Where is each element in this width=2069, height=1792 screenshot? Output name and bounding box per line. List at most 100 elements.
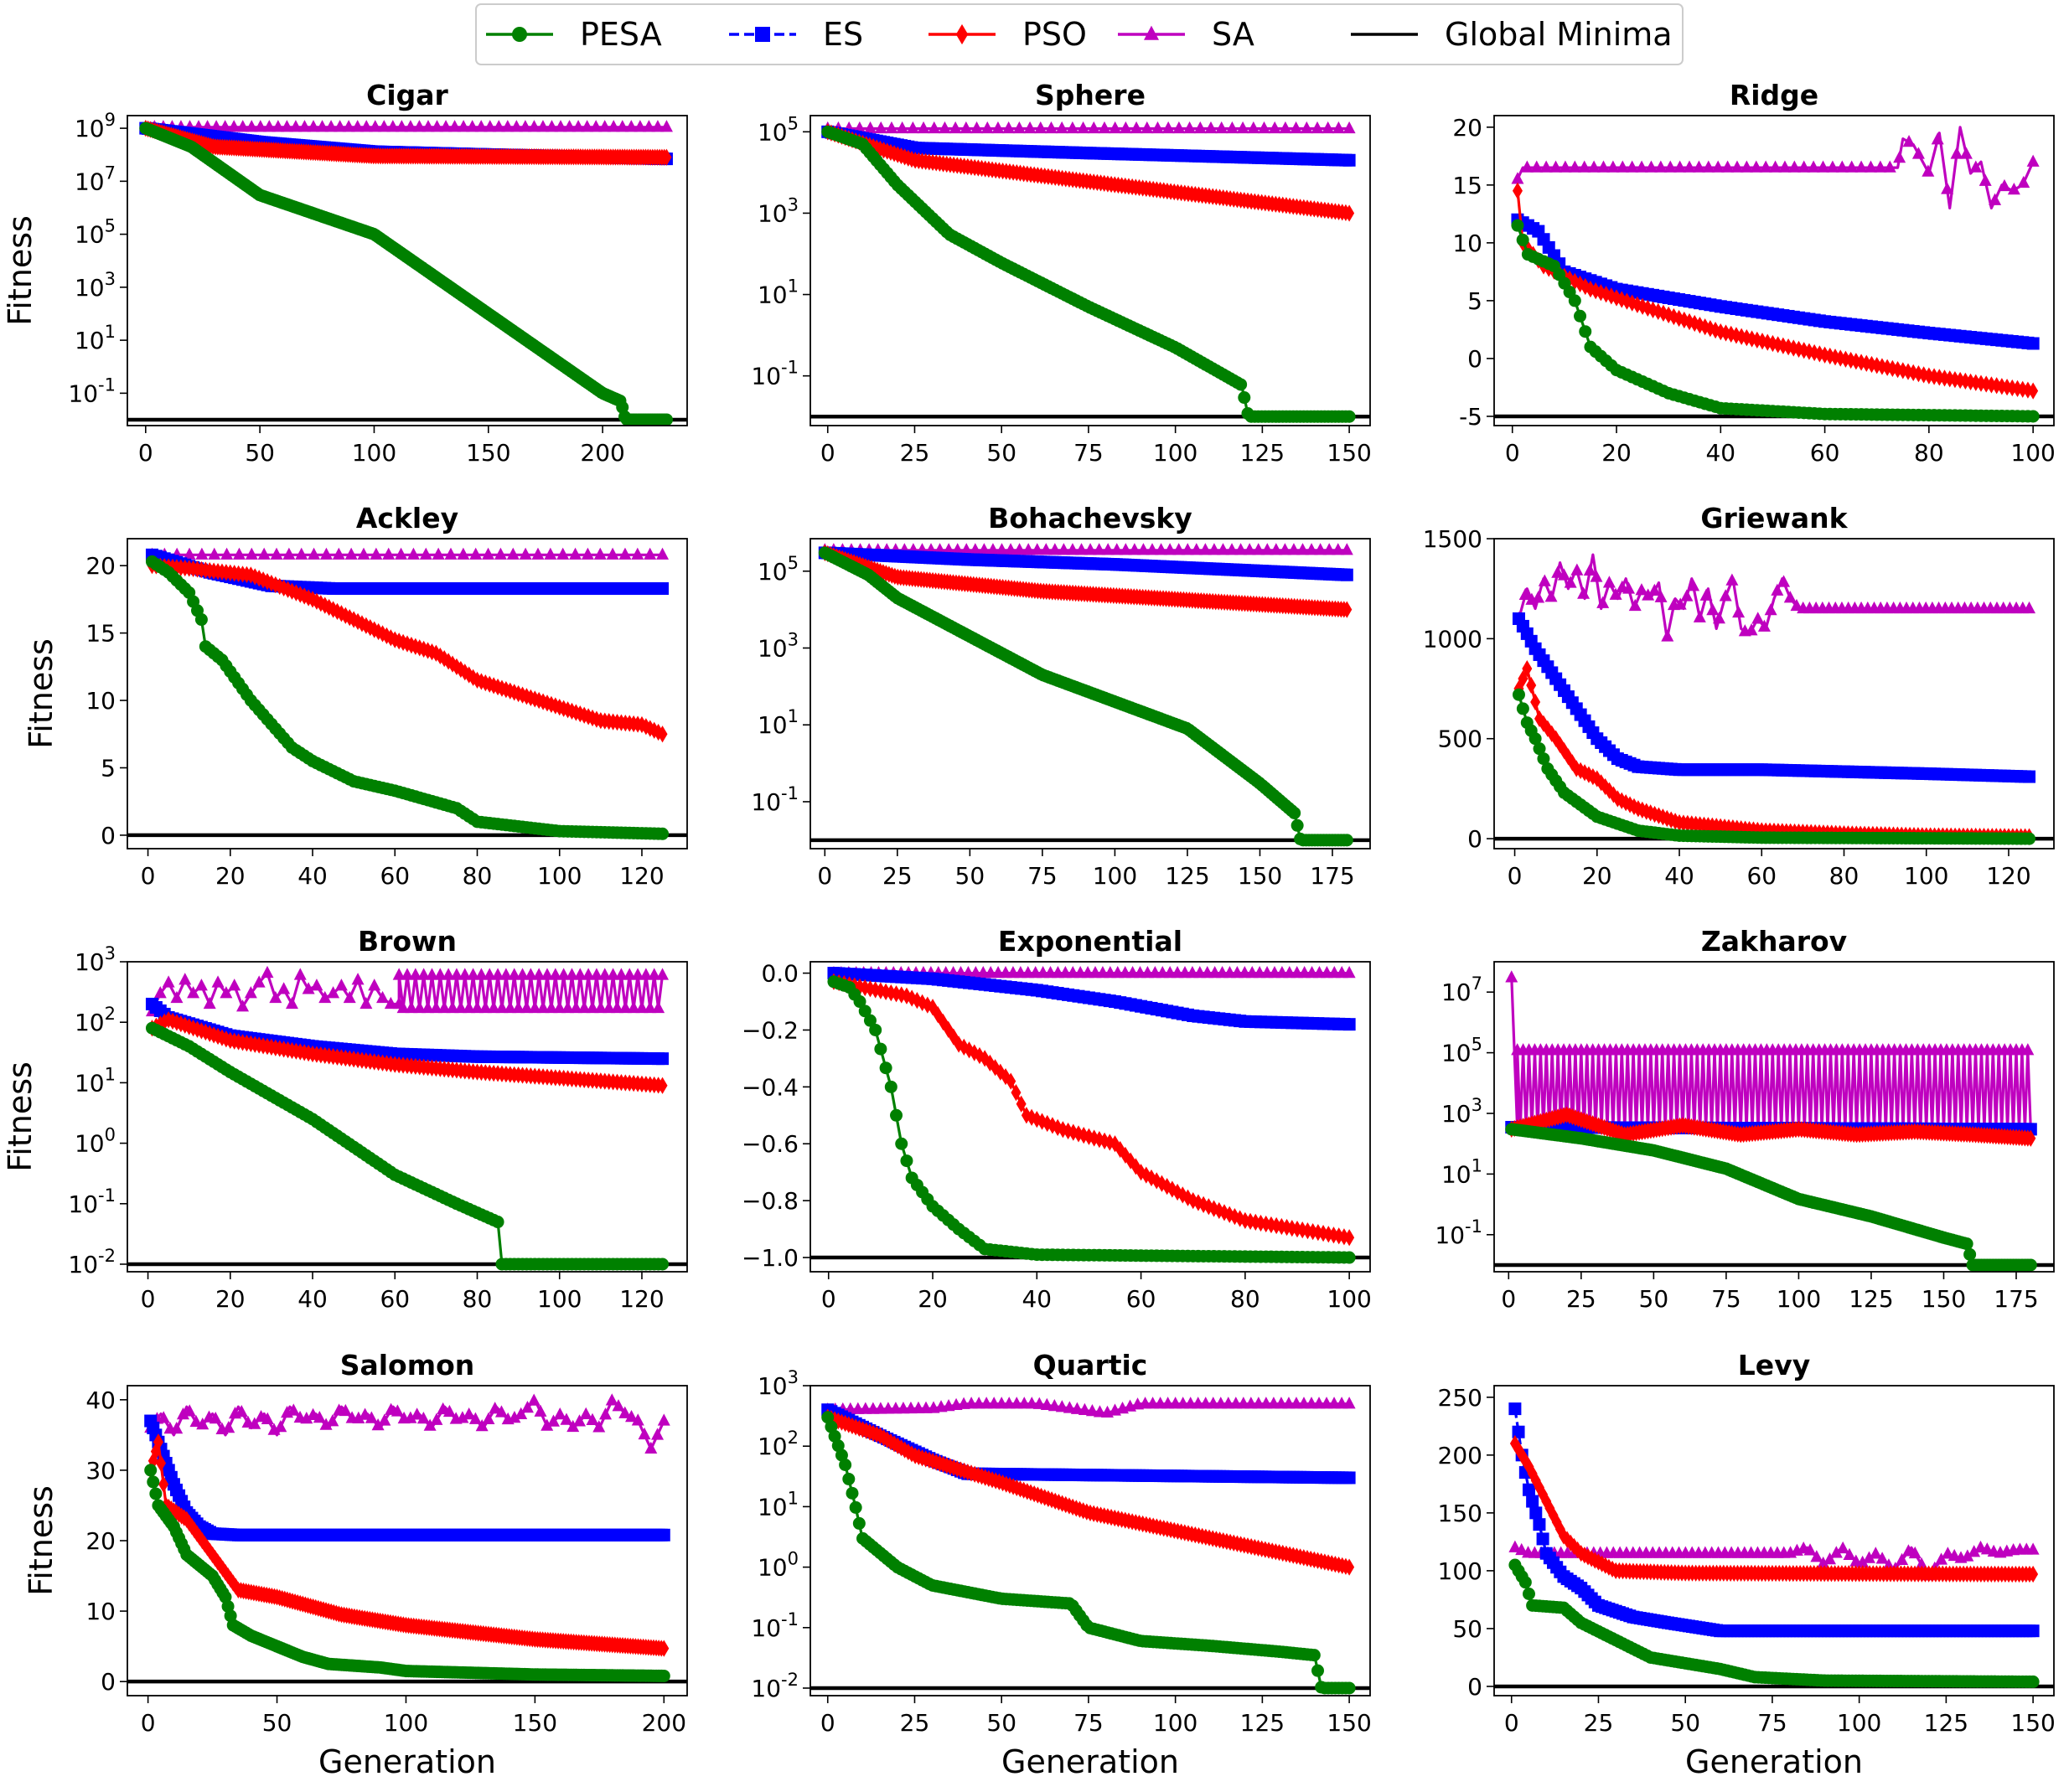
- marker-sa: [1034, 121, 1047, 134]
- series-pesa: [821, 125, 1356, 423]
- marker-sa: [457, 120, 470, 132]
- marker-sa: [285, 996, 298, 1010]
- marker-sa: [178, 973, 192, 985]
- series-pso: [147, 1011, 668, 1094]
- marker-sa: [433, 968, 447, 980]
- x-tick-label: 175: [1994, 1285, 2038, 1313]
- marker-sa: [951, 543, 965, 555]
- marker-pesa: [900, 1154, 913, 1168]
- marker-sa: [327, 986, 340, 999]
- marker-sa: [395, 547, 408, 560]
- y-tick-label: −0.2: [742, 1016, 799, 1044]
- marker-sa: [1193, 121, 1207, 134]
- marker-pso: [657, 1077, 668, 1094]
- marker-pesa: [616, 400, 629, 414]
- x-tick-label: 150: [1238, 862, 1282, 890]
- y-tick-label: 0: [1467, 825, 1482, 853]
- y-tick-label: 101: [75, 1064, 116, 1097]
- y-tick-label: 101: [758, 276, 799, 309]
- marker-sa: [1215, 121, 1228, 134]
- y-tick-label: 105: [758, 113, 799, 146]
- marker-sa: [170, 990, 184, 1004]
- marker-sa: [386, 120, 400, 132]
- marker-sa: [616, 120, 629, 132]
- marker-pesa: [853, 995, 866, 1009]
- x-tick-label: 80: [463, 862, 493, 890]
- marker-sa: [1093, 543, 1106, 555]
- series-pso: [828, 973, 1355, 1247]
- marker-pesa: [895, 1137, 908, 1150]
- series-pso: [1512, 182, 2039, 400]
- y-tick-label: 10-1: [68, 1185, 116, 1218]
- marker-sa: [491, 968, 504, 980]
- panel-title: Bohachevsky: [988, 502, 1192, 535]
- marker-sa: [1654, 160, 1668, 173]
- marker-sa: [611, 1000, 623, 1014]
- panel-title: Cigar: [366, 79, 448, 111]
- y-axis-label: Fitness: [2, 215, 39, 326]
- marker-sa: [236, 120, 250, 132]
- marker-sa: [1236, 121, 1249, 134]
- marker-sa: [254, 120, 267, 132]
- marker-sa: [1172, 121, 1186, 134]
- marker-sa: [1279, 121, 1292, 134]
- y-tick-label: 102: [75, 1004, 116, 1036]
- marker-pesa: [884, 1080, 897, 1093]
- marker-sa: [639, 968, 653, 980]
- marker-sa: [211, 975, 225, 988]
- marker-sa: [1055, 121, 1068, 134]
- plot-frame: [127, 961, 688, 1273]
- marker-sa: [1628, 598, 1642, 612]
- marker-sa: [1725, 573, 1739, 586]
- marker-sa: [446, 1000, 459, 1014]
- marker-pesa: [2024, 1258, 2037, 1272]
- marker-sa: [432, 547, 445, 560]
- marker-sa: [219, 120, 232, 132]
- series-group: [1505, 970, 2037, 1272]
- marker-sa: [1511, 172, 1524, 184]
- x-tick-label: 40: [297, 862, 328, 890]
- marker-es: [2026, 337, 2040, 350]
- panel-title: Brown: [358, 925, 457, 958]
- series-pesa: [145, 1021, 670, 1271]
- marker-sa: [252, 975, 266, 988]
- marker-sa: [1146, 543, 1159, 555]
- marker-es: [656, 582, 670, 596]
- marker-sa: [1225, 543, 1239, 555]
- marker-pesa: [2023, 832, 2036, 845]
- legend-item-sa: SA: [1118, 16, 1254, 53]
- marker-sa: [1602, 576, 1616, 588]
- plot-frame: [127, 538, 688, 850]
- marker-sa: [519, 120, 532, 132]
- marker-sa: [454, 1000, 468, 1014]
- marker-sa: [1022, 543, 1035, 555]
- marker-sa: [569, 547, 582, 560]
- marker-sa: [553, 1000, 566, 1014]
- series-line-sa: [1510, 977, 2032, 1131]
- series-es: [1511, 213, 2040, 350]
- x-tick-label: 0: [1505, 439, 1520, 467]
- marker-sa: [896, 121, 909, 134]
- marker-pesa: [2026, 410, 2040, 423]
- marker-sa: [624, 120, 638, 132]
- y-axis-label: Fitness: [2, 1061, 39, 1172]
- x-tick-label: 125: [1240, 439, 1285, 467]
- series-group: [1511, 126, 2040, 423]
- marker-sa: [467, 968, 480, 980]
- marker-sa: [482, 547, 495, 560]
- marker-sa: [614, 968, 628, 980]
- marker-sa: [1151, 121, 1164, 134]
- marker-sa: [466, 120, 479, 132]
- marker-sa: [520, 1000, 533, 1014]
- marker-sa: [1557, 568, 1570, 581]
- marker-sa: [1012, 121, 1026, 134]
- marker-sa: [1208, 543, 1221, 555]
- marker-sa: [590, 968, 603, 980]
- series-group: [139, 119, 673, 426]
- x-tick-label: 200: [642, 1709, 686, 1737]
- marker-sa: [1568, 160, 1581, 173]
- marker-sa: [593, 547, 607, 560]
- marker-sa: [554, 120, 567, 132]
- marker-sa: [412, 120, 426, 132]
